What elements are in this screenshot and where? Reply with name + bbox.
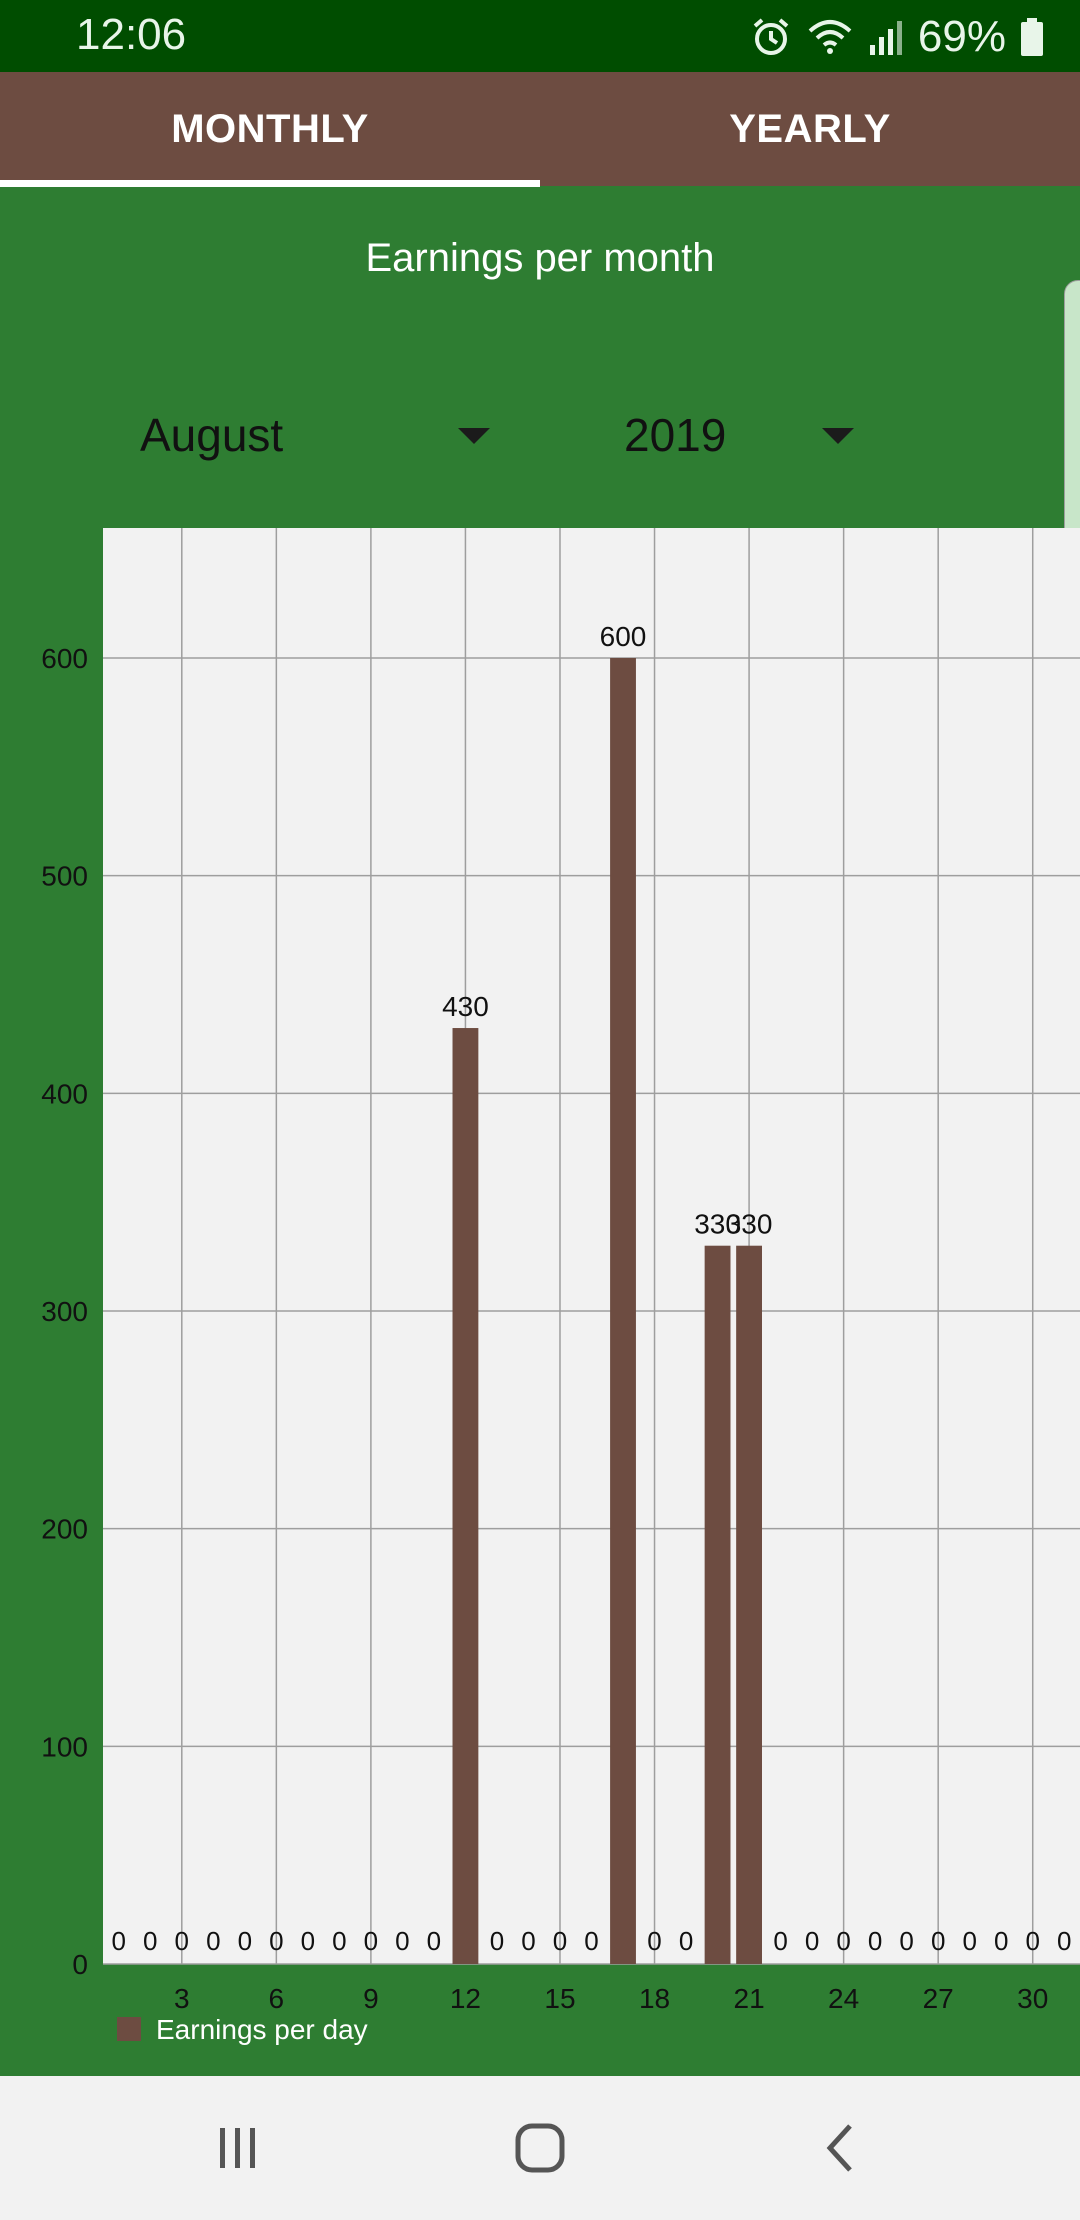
y-tick-label: 100 xyxy=(41,1731,88,1762)
data-label: 0 xyxy=(395,1926,409,1956)
home-icon xyxy=(515,2123,565,2173)
x-tick-label: 15 xyxy=(544,1983,575,2014)
data-label: 0 xyxy=(364,1926,378,1956)
status-icons: 69% xyxy=(750,12,1044,62)
status-time: 12:06 xyxy=(76,10,187,59)
data-label: 0 xyxy=(773,1926,787,1956)
battery-percent: 69% xyxy=(917,12,1006,61)
year-dropdown[interactable]: 2019 xyxy=(624,400,854,470)
data-label: 0 xyxy=(931,1926,945,1956)
y-tick-label: 300 xyxy=(41,1296,88,1327)
x-tick-label: 24 xyxy=(828,1983,859,2014)
legend-swatch xyxy=(117,2017,141,2041)
data-label: 0 xyxy=(679,1926,693,1956)
x-tick-label: 27 xyxy=(923,1983,954,2014)
year-value: 2019 xyxy=(624,409,727,461)
data-label: 0 xyxy=(238,1926,252,1956)
x-tick-label: 18 xyxy=(639,1983,670,2014)
status-bar: 12:06 69% xyxy=(0,0,1080,72)
data-label: 0 xyxy=(1025,1926,1039,1956)
x-tick-label: 6 xyxy=(269,1983,285,2014)
x-tick-label: 30 xyxy=(1017,1983,1048,2014)
alarm-icon xyxy=(753,18,789,55)
x-tick-label: 9 xyxy=(363,1983,379,2014)
data-label: 0 xyxy=(553,1926,567,1956)
y-tick-label: 400 xyxy=(41,1078,88,1109)
data-label: 0 xyxy=(836,1926,850,1956)
month-dropdown[interactable]: August xyxy=(140,400,490,470)
data-label: 0 xyxy=(332,1926,346,1956)
data-label: 0 xyxy=(269,1926,283,1956)
data-label: 0 xyxy=(143,1926,157,1956)
y-tick-label: 0 xyxy=(72,1949,88,1980)
data-label: 0 xyxy=(175,1926,189,1956)
bar xyxy=(610,658,636,1964)
tab-monthly[interactable]: MONTHLY xyxy=(171,106,369,151)
data-label: 0 xyxy=(962,1926,976,1956)
data-label: 0 xyxy=(994,1926,1008,1956)
signal-icon xyxy=(869,21,902,55)
recent-apps-icon xyxy=(220,2128,255,2168)
bar xyxy=(736,1245,763,1964)
dropdown-arrow-icon xyxy=(458,428,490,444)
data-label: 0 xyxy=(521,1926,535,1956)
month-value: August xyxy=(140,409,284,461)
x-tick-label: 3 xyxy=(174,1983,190,2014)
data-label: 430 xyxy=(442,991,489,1022)
data-label: 0 xyxy=(206,1926,220,1956)
data-label: 0 xyxy=(490,1926,504,1956)
recent-apps-button[interactable] xyxy=(198,2112,278,2184)
data-label: 0 xyxy=(868,1926,882,1956)
navigation-bar xyxy=(0,2076,1080,2220)
bar xyxy=(704,1245,731,1964)
x-tick-label: 21 xyxy=(734,1983,765,2014)
data-label: 0 xyxy=(301,1926,315,1956)
page-title: Earnings per month xyxy=(365,236,715,280)
data-label: 0 xyxy=(647,1926,661,1956)
back-icon xyxy=(826,2124,852,2172)
data-label: 0 xyxy=(584,1926,598,1956)
data-label: 0 xyxy=(805,1926,819,1956)
data-label: 0 xyxy=(112,1926,126,1956)
y-tick-label: 600 xyxy=(41,643,88,674)
data-label: 600 xyxy=(600,621,647,652)
back-button[interactable] xyxy=(802,2112,882,2184)
tab-bar: MONTHLY YEARLY xyxy=(0,72,1080,186)
tab-indicator xyxy=(0,180,540,187)
data-label: 0 xyxy=(427,1926,441,1956)
dropdown-arrow-icon xyxy=(822,428,854,444)
y-tick-label: 500 xyxy=(41,861,88,892)
x-tick-label: 12 xyxy=(450,1983,481,2014)
y-tick-label: 200 xyxy=(41,1514,88,1545)
data-label: 0 xyxy=(899,1926,913,1956)
bar xyxy=(452,1028,479,1964)
data-label: 330 xyxy=(694,1209,741,1240)
legend-label: Earnings per day xyxy=(156,2014,368,2045)
data-label: 330 xyxy=(726,1209,773,1240)
tab-yearly[interactable]: YEARLY xyxy=(729,106,891,151)
data-label: 0 xyxy=(1057,1926,1071,1956)
home-button[interactable] xyxy=(500,2112,580,2184)
battery-icon xyxy=(1021,18,1043,56)
plot-area xyxy=(103,528,1080,1964)
wifi-icon xyxy=(808,20,852,54)
